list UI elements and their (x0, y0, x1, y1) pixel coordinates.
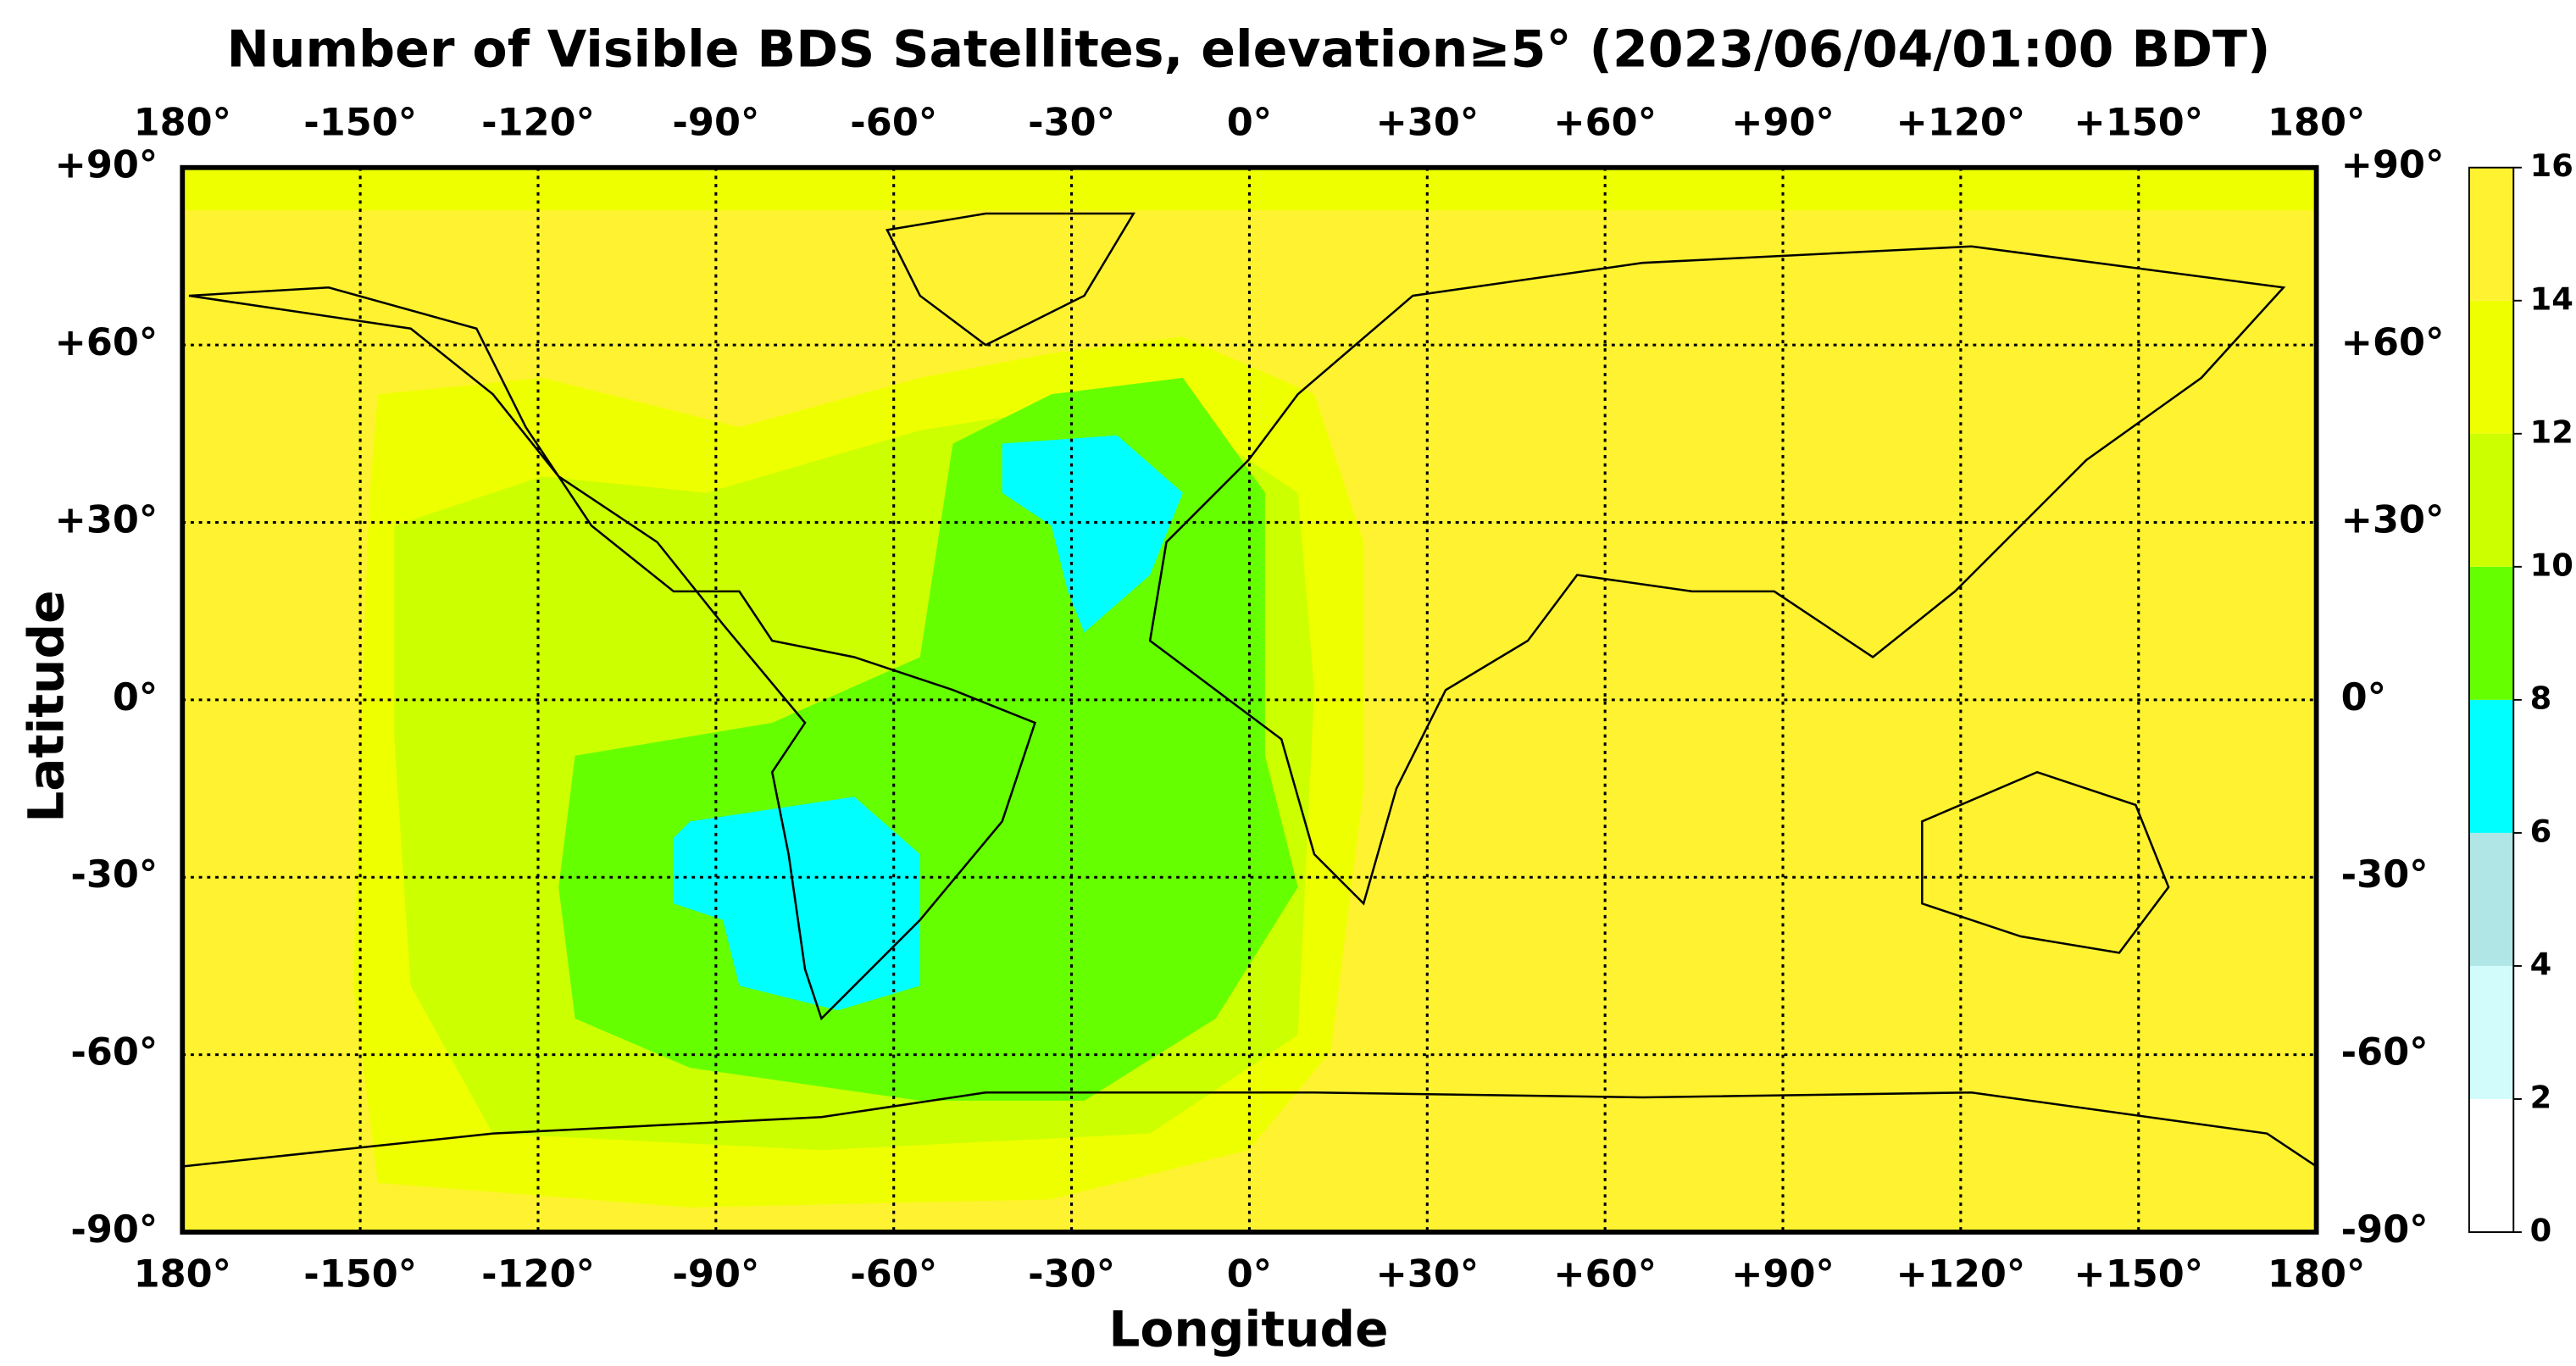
colorbar-tick-label: 10 (2530, 547, 2573, 583)
region-fill (673, 797, 920, 1011)
x-tick-label: -120° (481, 1252, 595, 1296)
x-tick-label: +90° (1731, 1252, 1835, 1296)
colorbar-band (2468, 566, 2514, 700)
colorbar-tick-label: 14 (2530, 280, 2573, 317)
colorbar-tick-label: 0 (2530, 1212, 2552, 1248)
colorbar-band (2468, 832, 2514, 966)
x-tick-label: +60° (1553, 1252, 1657, 1296)
x-tick-label: 180° (134, 100, 231, 144)
map-frame (180, 164, 2319, 1235)
colorbar-tick-label: 8 (2530, 680, 2552, 716)
x-tick-label: -90° (672, 1252, 759, 1296)
x-tick-label: +30° (1375, 1252, 1479, 1296)
x-tick-label: 0° (1227, 100, 1272, 144)
colorbar-band (2468, 699, 2514, 833)
x-tick-label: -30° (1028, 100, 1115, 144)
colorbar-band (2468, 965, 2514, 1099)
x-tick-label: +60° (1553, 100, 1657, 144)
y-tick-label: -30° (70, 852, 158, 897)
y-tick-label: 0° (2341, 675, 2386, 719)
x-tick-label: -60° (850, 100, 937, 144)
coastline (182, 1091, 2318, 1168)
coastline (1921, 770, 2170, 954)
x-tick-label: -60° (850, 1252, 937, 1296)
y-axis-label: Latitude (17, 591, 75, 823)
x-tick-label: -90° (672, 100, 759, 144)
colorbar-band (2468, 1098, 2514, 1232)
x-tick-label: -150° (303, 1252, 417, 1296)
colorbar-tick-label: 4 (2530, 946, 2552, 982)
coastline (886, 212, 1135, 347)
x-tick-label: -120° (481, 100, 595, 144)
colorbar-tick-label: 2 (2530, 1079, 2552, 1115)
x-tick-label: +120° (1896, 1252, 2026, 1296)
region-fill (1002, 435, 1183, 633)
y-tick-label: +30° (55, 497, 158, 541)
map-area (180, 166, 2318, 1234)
colorbar-band (2468, 300, 2514, 434)
y-tick-label: -90° (70, 1208, 158, 1252)
colorbar-band (2468, 433, 2514, 567)
colorbar-band (2468, 167, 2514, 301)
x-tick-label: 180° (2268, 1252, 2365, 1296)
x-tick-label: -30° (1028, 1252, 1115, 1296)
y-tick-label: +60° (55, 320, 158, 364)
x-tick-label: -150° (303, 100, 417, 144)
coastline (188, 286, 1037, 1021)
coastline (1148, 245, 2286, 906)
colorbar-tick-label: 16 (2530, 147, 2573, 184)
colorbar-tick-label: 6 (2530, 813, 2552, 849)
x-tick-label: +150° (2074, 100, 2203, 144)
x-tick-label: +90° (1731, 100, 1835, 144)
x-axis-label: Longitude (1108, 1300, 1388, 1358)
colorbar-tick-label: 12 (2530, 414, 2573, 450)
y-tick-label: -90° (2341, 1208, 2429, 1252)
coastlines (182, 212, 2318, 1168)
x-tick-label: +30° (1375, 100, 1479, 144)
region-fill (182, 167, 2317, 211)
y-tick-label: +60° (2341, 320, 2445, 364)
chart-title: Number of Visible BDS Satellites, elevat… (226, 20, 2270, 80)
y-tick-label: +90° (2341, 143, 2445, 187)
y-tick-label: -30° (2341, 852, 2429, 897)
x-tick-label: +150° (2074, 1252, 2203, 1296)
y-tick-label: +90° (55, 143, 158, 187)
y-tick-label: -60° (70, 1030, 158, 1074)
y-tick-label: 0° (113, 675, 158, 719)
x-tick-label: 0° (1227, 1252, 1272, 1296)
y-tick-label: +30° (2341, 497, 2445, 541)
x-tick-label: 180° (2268, 100, 2365, 144)
x-tick-label: +120° (1896, 100, 2026, 144)
y-tick-label: -60° (2341, 1030, 2429, 1074)
x-tick-label: 180° (134, 1252, 231, 1296)
